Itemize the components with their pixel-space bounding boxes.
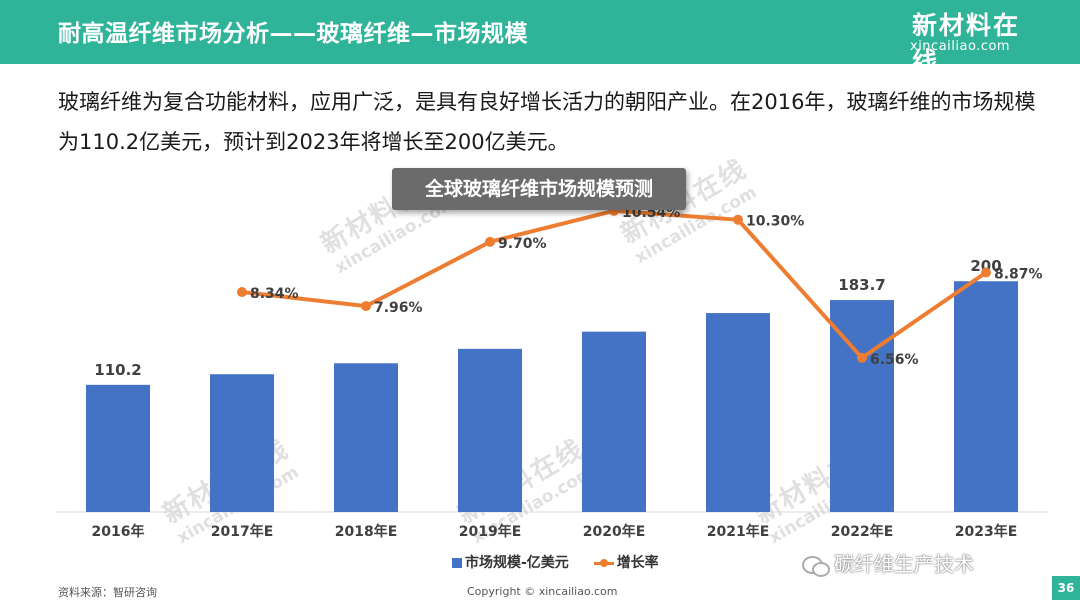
intro-text: 玻璃纤维为复合功能材料，应用广泛，是具有良好增长活力的朝阳产业。在2016年，玻… — [58, 90, 1036, 154]
bar-data-label: 110.2 — [94, 361, 141, 379]
x-tick-label: 2019年E — [459, 523, 522, 540]
bar — [86, 384, 150, 512]
line-data-label: 6.56% — [870, 352, 919, 368]
wechat-account: 碳纤维生产技术 — [802, 548, 974, 577]
x-tick-label: 2021年E — [707, 523, 770, 540]
bar — [706, 313, 770, 512]
bar-data-label: 183.7 — [838, 276, 885, 294]
legend-bar-swatch — [452, 558, 462, 568]
bar — [582, 331, 646, 512]
legend-bar-label: 市场规模-亿美元 — [465, 555, 569, 571]
chart-legend: 市场规模-亿美元 增长率 — [452, 552, 679, 572]
bar — [458, 348, 522, 512]
chart-title: 全球玻璃纤维市场规模预测 — [424, 178, 653, 200]
wechat-account-label: 碳纤维生产技术 — [834, 552, 974, 576]
line-data-label: 8.87% — [994, 266, 1043, 282]
x-tick-label: 2017年E — [211, 523, 274, 540]
growth-point — [733, 214, 743, 225]
line-data-label: 8.34% — [250, 286, 299, 302]
logo-en-text: xincailiao.com — [910, 39, 1011, 54]
line-data-label: 10.30% — [746, 214, 804, 230]
bar — [954, 281, 1018, 512]
line-data-label: 9.70% — [498, 236, 547, 252]
x-tick-label: 2023年E — [955, 523, 1018, 540]
legend-line-swatch — [593, 558, 614, 568]
bar — [334, 363, 398, 512]
growth-point — [857, 352, 867, 363]
x-tick-label: 2016年 — [92, 523, 145, 540]
growth-point — [361, 301, 371, 312]
header-bar: 耐高温纤维市场分析——玻璃纤维—市场规模 新材料在线 xincailiao.co… — [0, 0, 1080, 76]
bar-data-label: 200 — [970, 257, 1001, 275]
x-tick-label: 2020年E — [583, 523, 646, 540]
x-tick-label: 2018年E — [335, 523, 398, 540]
copyright-text: Copyright © xincailiao.com — [467, 585, 618, 598]
slide-title: 耐高温纤维市场分析——玻璃纤维—市场规模 — [58, 21, 528, 47]
growth-point — [981, 267, 991, 278]
wechat-icon — [802, 555, 830, 577]
data-source: 资料来源：智研咨询 — [58, 586, 157, 599]
legend-item-bar: 市场规模-亿美元 — [452, 552, 569, 572]
logo-cn-text: 新材料在线 — [912, 11, 1021, 76]
page-number: 36 — [1052, 576, 1080, 600]
x-tick-label: 2022年E — [831, 523, 894, 540]
chart-title-box: 全球玻璃纤维市场规模预测 — [392, 168, 686, 210]
legend-line-label: 增长率 — [616, 555, 659, 571]
brand-logo: 新材料在线 xincailiao.com — [910, 6, 1042, 76]
line-data-label: 7.96% — [374, 300, 423, 316]
legend-item-line: 增长率 — [593, 552, 659, 572]
bar — [210, 374, 274, 512]
growth-point — [237, 287, 247, 298]
growth-point — [485, 236, 495, 247]
